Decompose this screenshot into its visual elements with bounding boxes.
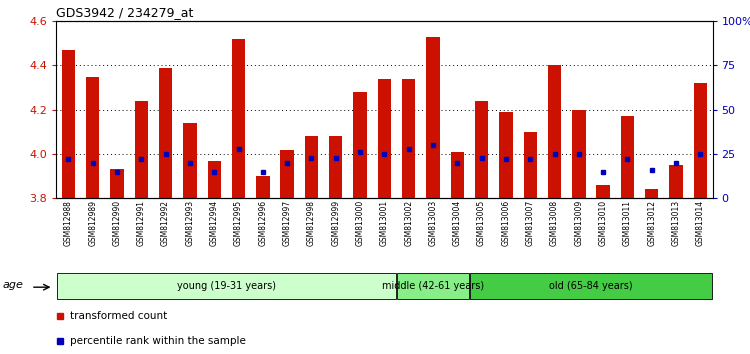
Bar — [378, 79, 391, 198]
Bar — [572, 110, 586, 198]
Bar — [304, 136, 318, 198]
Bar — [470, 273, 712, 299]
Bar — [57, 273, 396, 299]
Bar — [426, 37, 439, 198]
Text: old (65-84 years): old (65-84 years) — [549, 281, 633, 291]
Bar — [256, 176, 269, 198]
Bar — [621, 116, 634, 198]
Bar — [329, 136, 343, 198]
Bar — [232, 39, 245, 198]
Bar — [183, 123, 196, 198]
Bar — [596, 185, 610, 198]
Bar — [208, 161, 221, 198]
Bar — [548, 65, 561, 198]
Bar — [86, 76, 100, 198]
Bar — [451, 152, 464, 198]
Bar — [397, 273, 469, 299]
Text: percentile rank within the sample: percentile rank within the sample — [70, 336, 246, 346]
Bar — [500, 112, 512, 198]
Bar — [524, 132, 537, 198]
Bar — [353, 92, 367, 198]
Text: middle (42-61 years): middle (42-61 years) — [382, 281, 484, 291]
Bar — [159, 68, 172, 198]
Bar — [475, 101, 488, 198]
Bar — [694, 83, 707, 198]
Bar — [280, 150, 294, 198]
Text: GDS3942 / 234279_at: GDS3942 / 234279_at — [56, 6, 194, 19]
Text: age: age — [3, 280, 24, 290]
Bar — [110, 170, 124, 198]
Bar — [645, 189, 658, 198]
Bar — [402, 79, 416, 198]
Bar — [62, 50, 75, 198]
Bar — [135, 101, 148, 198]
Bar — [669, 165, 682, 198]
Text: young (19-31 years): young (19-31 years) — [177, 281, 276, 291]
Text: transformed count: transformed count — [70, 311, 167, 321]
